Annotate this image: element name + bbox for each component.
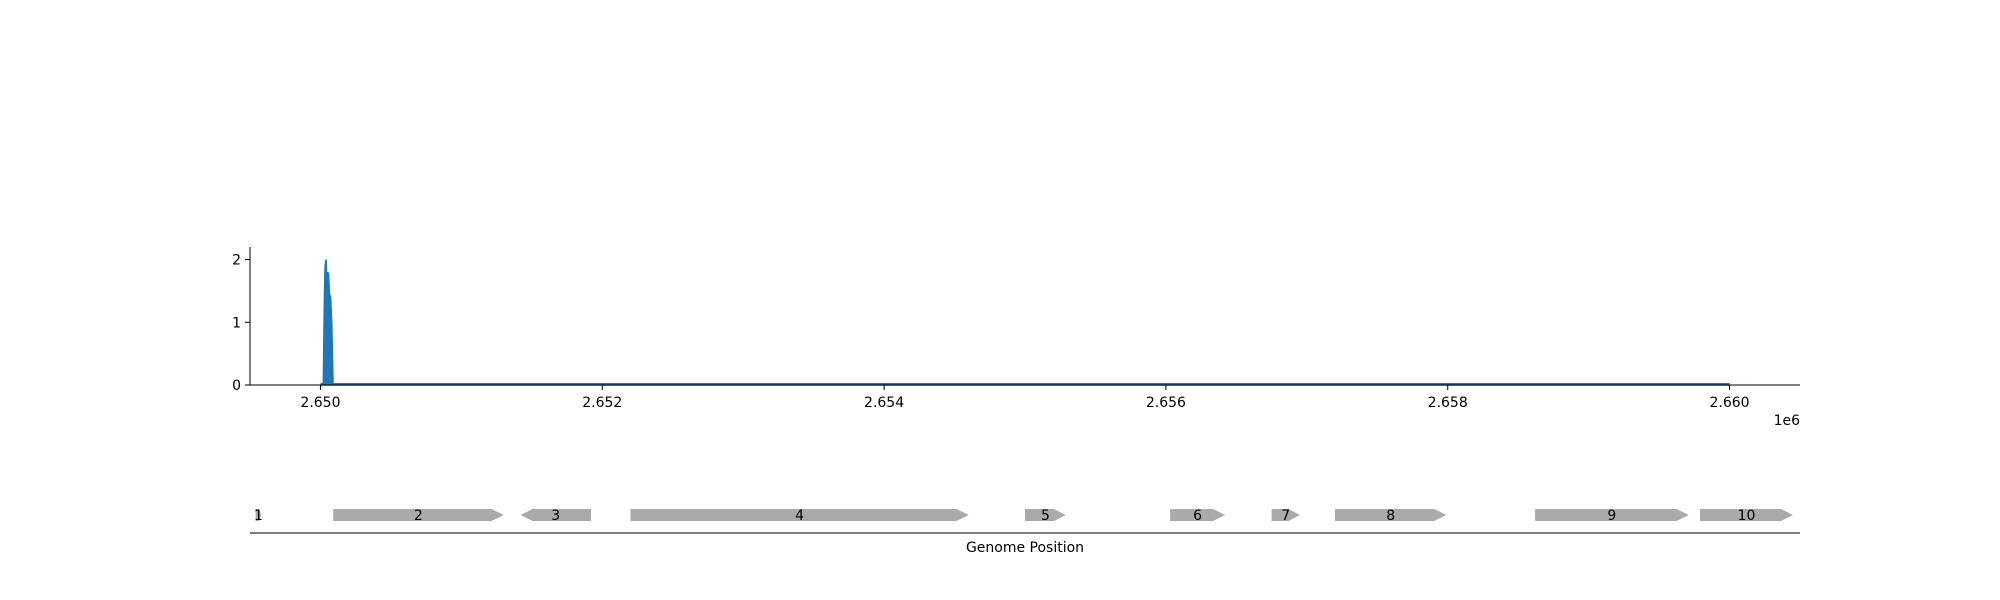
gene-label-9: 9 bbox=[1607, 508, 1616, 524]
x-axis-label: Genome Position bbox=[966, 540, 1084, 556]
gene-arrow-2 bbox=[333, 509, 504, 521]
gene-label-3: 3 bbox=[551, 508, 560, 524]
gene-label-6: 6 bbox=[1193, 508, 1202, 524]
gene-arrow-8 bbox=[1335, 509, 1447, 521]
gene-label-4: 4 bbox=[795, 508, 804, 524]
gene-arrow-7 bbox=[1271, 509, 1300, 521]
coverage-panel: 0 1 2 2.650 2.652 2.654 2.656 2.658 2.660 1e6 bbox=[232, 247, 1800, 429]
gene-arrow-6 bbox=[1170, 509, 1226, 521]
x-tick-label: 2.654 bbox=[864, 395, 904, 411]
y-tick-label: 1 bbox=[232, 315, 241, 331]
gene-arrow-1 bbox=[255, 509, 262, 521]
gene-arrow-10 bbox=[1699, 509, 1793, 521]
gene-label-10: 10 bbox=[1738, 508, 1756, 524]
x-tick-label: 2.650 bbox=[300, 395, 340, 411]
x-offset-label: 1e6 bbox=[1774, 413, 1801, 429]
gene-label-2: 2 bbox=[414, 508, 423, 524]
x-ticks: 2.650 2.652 2.654 2.656 2.658 2.660 bbox=[300, 385, 1750, 411]
gene-arrow-4 bbox=[630, 509, 969, 521]
gene-label-1: 1 bbox=[254, 508, 263, 524]
gene-label-7: 7 bbox=[1281, 508, 1290, 524]
x-tick-label: 2.656 bbox=[1146, 395, 1186, 411]
gene-label-8: 8 bbox=[1386, 508, 1395, 524]
y-tick-label: 2 bbox=[232, 253, 241, 269]
x-tick-label: 2.658 bbox=[1428, 395, 1468, 411]
gene-arrow-3 bbox=[520, 509, 591, 521]
gene-arrow-9 bbox=[1535, 509, 1689, 521]
gene-track-panel: 1 2 3 4 5 6 7 8 9 10 Genome Position bbox=[250, 508, 1800, 556]
gene-arrow-5 bbox=[1025, 509, 1066, 521]
coverage-area bbox=[320, 259, 1730, 386]
x-tick-label: 2.660 bbox=[1709, 395, 1749, 411]
genes: 1 2 3 4 5 6 7 8 9 10 bbox=[254, 508, 1793, 524]
y-ticks: 0 1 2 bbox=[232, 253, 250, 394]
y-tick-label: 0 bbox=[232, 378, 241, 394]
x-tick-label: 2.652 bbox=[582, 395, 622, 411]
gene-label-5: 5 bbox=[1041, 508, 1050, 524]
